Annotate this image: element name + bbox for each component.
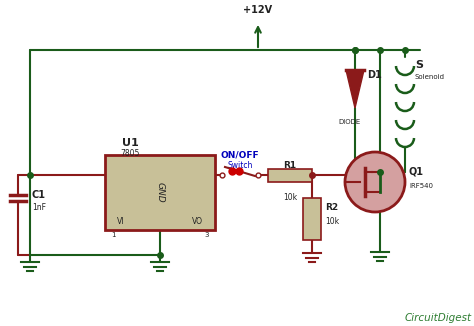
Bar — [268, 169, 312, 182]
Text: CircuitDigest: CircuitDigest — [405, 313, 472, 323]
Text: DIODE: DIODE — [339, 119, 361, 125]
Text: C1: C1 — [32, 190, 46, 200]
Text: 10k: 10k — [325, 216, 339, 226]
Text: VO: VO — [192, 217, 203, 226]
Circle shape — [345, 152, 405, 212]
Text: D1: D1 — [367, 70, 382, 80]
Text: 1nF: 1nF — [32, 202, 46, 212]
Text: R1: R1 — [283, 160, 297, 170]
Text: R2: R2 — [325, 203, 338, 213]
Text: 10k: 10k — [283, 192, 297, 201]
Bar — [303, 198, 321, 240]
Text: Switch: Switch — [228, 160, 253, 170]
Text: 7805: 7805 — [120, 149, 140, 157]
Text: GND: GND — [155, 182, 164, 203]
Polygon shape — [346, 70, 364, 108]
Text: U1: U1 — [122, 138, 138, 148]
Text: Solenoid: Solenoid — [415, 74, 445, 80]
Text: Q1: Q1 — [409, 167, 424, 177]
Text: 3: 3 — [205, 232, 209, 238]
Text: +12V: +12V — [244, 5, 273, 15]
Bar — [105, 155, 215, 230]
Text: ON/OFF: ON/OFF — [221, 151, 259, 159]
Text: IRF540: IRF540 — [409, 183, 433, 189]
Text: S: S — [415, 60, 423, 70]
Text: 1: 1 — [111, 232, 115, 238]
Text: VI: VI — [117, 217, 125, 226]
